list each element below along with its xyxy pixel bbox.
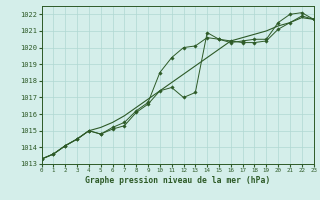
X-axis label: Graphe pression niveau de la mer (hPa): Graphe pression niveau de la mer (hPa) (85, 176, 270, 185)
